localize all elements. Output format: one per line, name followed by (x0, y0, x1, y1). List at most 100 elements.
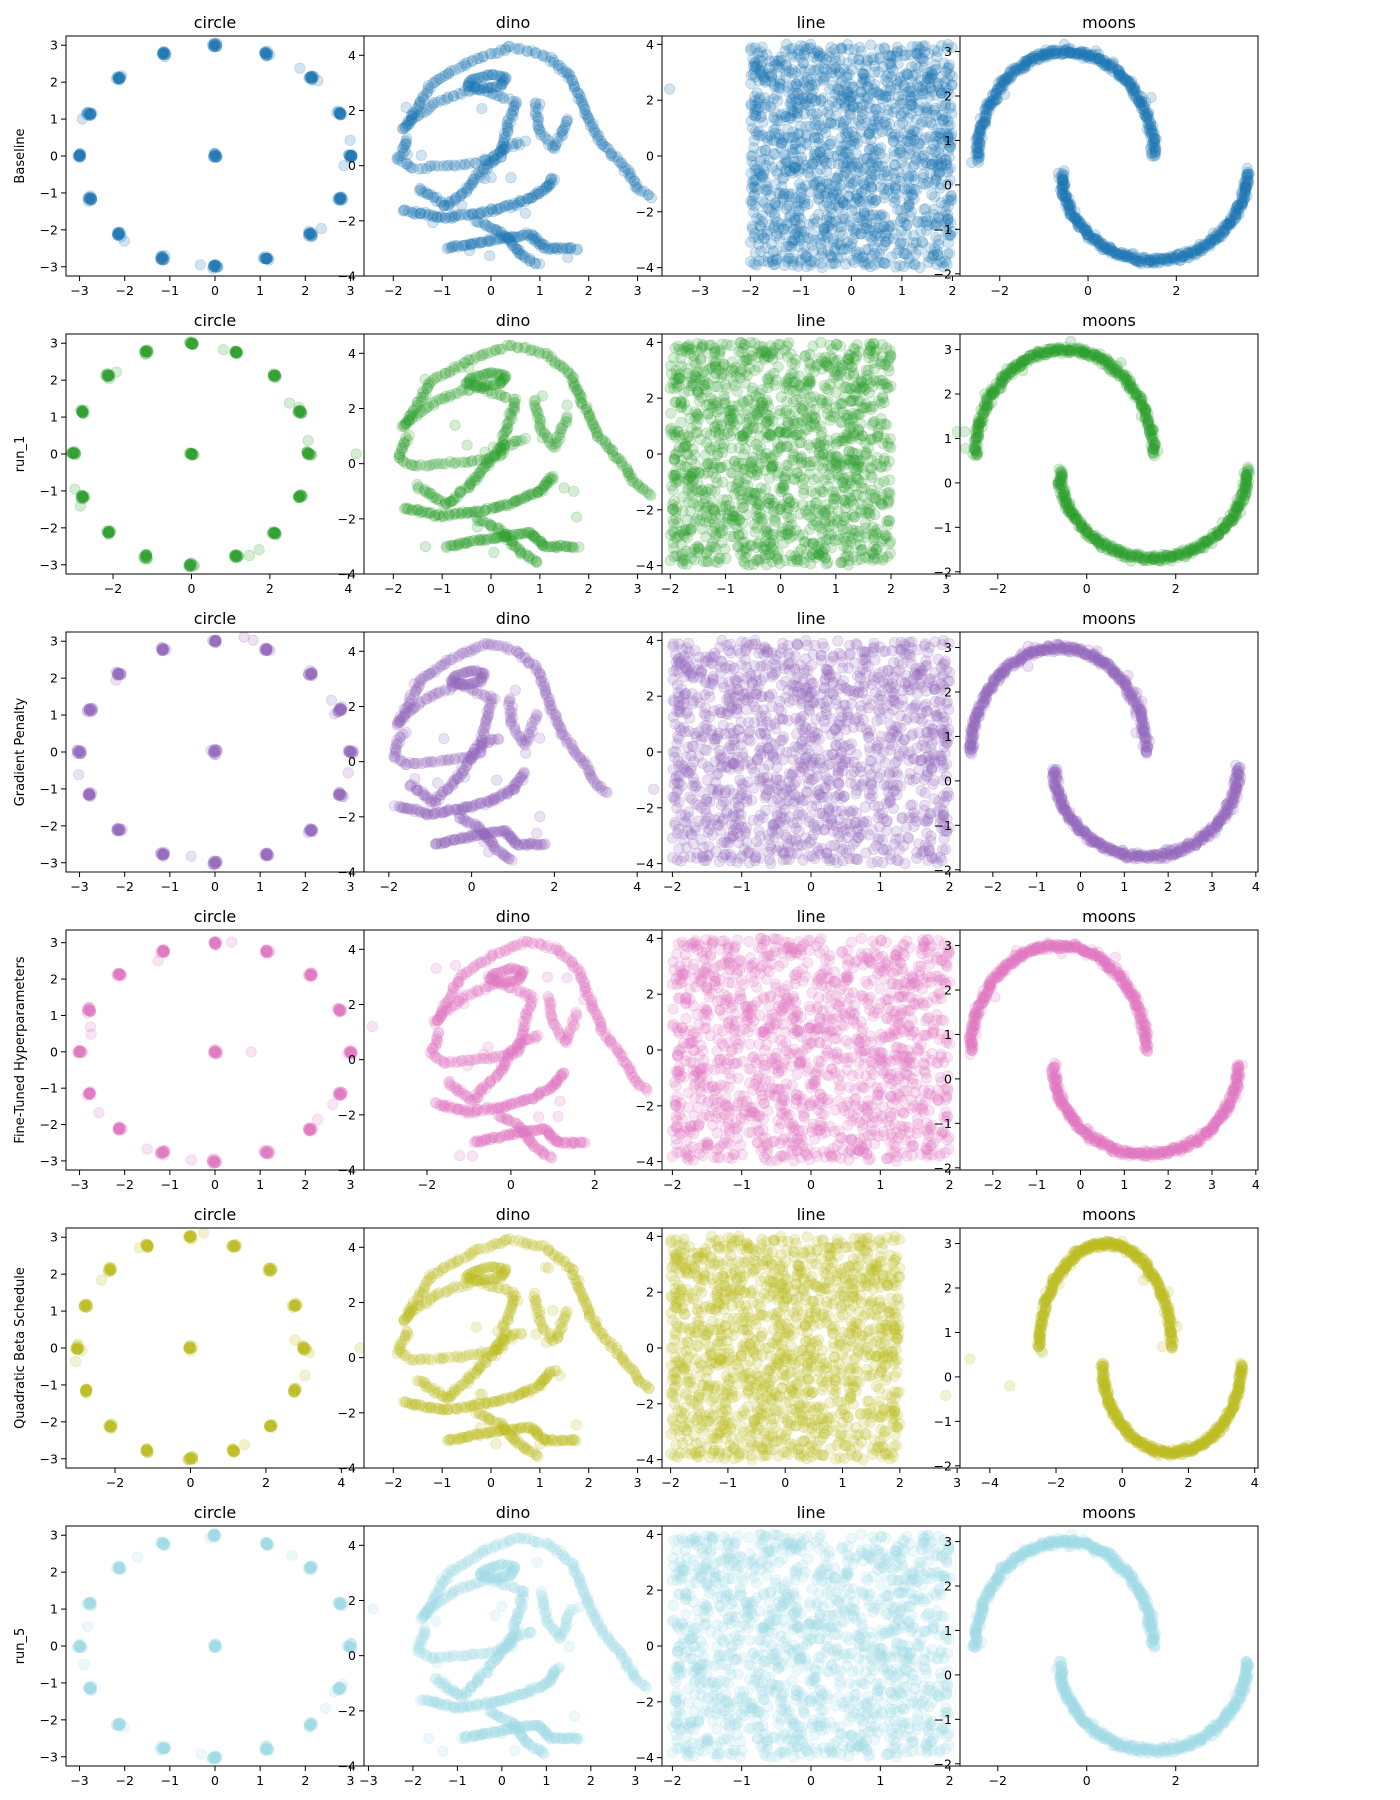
data-point (485, 48, 497, 60)
data-point (561, 115, 573, 128)
data-point (268, 369, 280, 381)
data-point (432, 160, 444, 172)
data-point (940, 216, 952, 228)
data-point (514, 139, 526, 151)
data-point (207, 41, 219, 53)
data-point (260, 50, 273, 62)
data-point (210, 260, 223, 272)
data-point (552, 63, 565, 75)
data-point (526, 228, 538, 240)
data-point (752, 165, 765, 177)
data-point (536, 238, 548, 250)
x-tick-label: 3 (634, 581, 642, 596)
data-point (755, 46, 767, 58)
data-point (501, 119, 513, 131)
data-point (605, 147, 618, 159)
data-point (895, 108, 907, 120)
data-point (561, 113, 574, 125)
data-point (460, 239, 473, 251)
data-point (482, 81, 494, 94)
data-point (465, 75, 477, 87)
data-point (904, 85, 916, 97)
data-point (944, 174, 956, 186)
data-point (411, 110, 424, 122)
data-point (460, 182, 472, 194)
data-point (332, 192, 344, 204)
data-point (795, 187, 807, 199)
data-point (507, 101, 520, 113)
data-point (502, 122, 514, 134)
data-point (749, 60, 761, 73)
data-point (928, 191, 941, 203)
x-tick-label: −2 (115, 283, 133, 298)
data-point (491, 90, 503, 102)
data-point (630, 178, 643, 190)
data-point (838, 91, 851, 104)
data-point (491, 70, 503, 82)
data-point (545, 173, 557, 185)
data-point (832, 98, 844, 110)
data-point (533, 258, 546, 270)
data-point (900, 67, 913, 80)
data-point (499, 141, 511, 153)
data-point (572, 87, 584, 99)
x-tick-label: −2 (384, 283, 402, 298)
row-label: Baseline (13, 128, 28, 183)
data-point (883, 182, 895, 194)
data-point (929, 89, 942, 101)
data-point (491, 225, 503, 237)
data-point (522, 192, 534, 204)
data-point (834, 145, 846, 157)
data-point (789, 162, 801, 174)
data-point (521, 229, 533, 241)
data-point (916, 236, 928, 248)
data-point (850, 246, 862, 258)
data-point (335, 191, 347, 204)
data-point (922, 176, 934, 189)
data-point (868, 115, 880, 127)
data-point (635, 185, 647, 197)
data-point (812, 132, 824, 144)
data-point (495, 202, 507, 214)
data-point (872, 110, 884, 122)
data-point (304, 227, 317, 239)
data-point (551, 132, 564, 144)
data-point (463, 86, 475, 98)
data-point (792, 88, 805, 100)
data-point (535, 129, 547, 141)
data-point (408, 107, 420, 119)
data-point (882, 184, 894, 196)
data-point (473, 52, 485, 65)
data-point (415, 106, 427, 119)
data-point (114, 227, 126, 239)
data-point (763, 154, 775, 166)
data-point (941, 166, 954, 178)
data-point (510, 231, 522, 243)
data-point (592, 131, 604, 143)
data-point (330, 107, 343, 119)
data-point (895, 225, 908, 237)
data-point (527, 230, 539, 242)
data-point (229, 347, 241, 359)
data-point (500, 232, 512, 244)
data-point (479, 153, 491, 165)
data-point (498, 127, 511, 140)
data-point (484, 235, 497, 247)
data-point (899, 161, 912, 173)
data-point (788, 234, 801, 246)
data-point (880, 120, 892, 132)
data-point (448, 64, 461, 76)
data-point (155, 253, 167, 265)
data-point (159, 250, 171, 262)
data-point (836, 75, 848, 87)
data-point (427, 209, 439, 221)
data-point (497, 138, 510, 150)
data-point (918, 203, 930, 215)
data-point (835, 180, 847, 192)
data-point (745, 42, 757, 54)
data-point (529, 109, 542, 121)
data-point (623, 168, 635, 180)
data-point (259, 47, 271, 60)
data-point (878, 183, 890, 195)
